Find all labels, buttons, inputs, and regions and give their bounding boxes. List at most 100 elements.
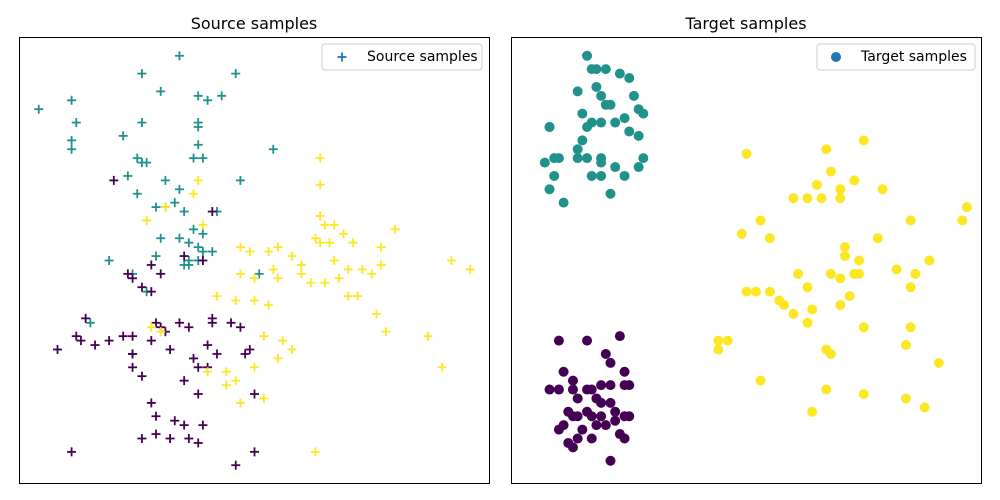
source-point-s2-48 xyxy=(259,331,269,341)
source-point-s1-41 xyxy=(250,389,259,399)
target-point-s1-4 xyxy=(605,357,616,368)
source-point-s2-27 xyxy=(250,273,259,283)
source-point-s2-49 xyxy=(278,336,288,346)
source-point-s2-29 xyxy=(264,300,274,310)
source-point-s1-50 xyxy=(151,429,161,439)
target-point-s0-35 xyxy=(544,184,555,195)
target-point-s0-4 xyxy=(614,68,625,79)
source-point-s1-31 xyxy=(203,340,213,350)
target-point-s2-21 xyxy=(924,255,935,266)
target-legend-circle-marker xyxy=(831,52,841,62)
source-point-s0-48 xyxy=(85,318,95,328)
source-point-s1-16 xyxy=(53,345,63,354)
target-point-s2-22 xyxy=(793,268,804,279)
source-point-s1-27 xyxy=(235,322,245,332)
source-point-s1-55 xyxy=(137,371,147,381)
source-point-s1-52 xyxy=(67,447,77,457)
source-point-s2-26 xyxy=(268,264,278,274)
source-point-s1-14 xyxy=(76,336,86,346)
target-point-s2-52 xyxy=(900,393,911,404)
source-point-s0-26 xyxy=(235,175,245,185)
target-point-s2-1 xyxy=(821,144,832,155)
source-point-s1-28 xyxy=(165,345,175,354)
target-point-s2-43 xyxy=(722,335,733,346)
target-point-s1-32 xyxy=(577,424,588,435)
source-point-s2-61 xyxy=(156,327,166,337)
target-point-s2-39 xyxy=(835,300,846,310)
source-point-s0-37 xyxy=(184,238,194,248)
target-point-s0-27 xyxy=(539,157,550,168)
source-point-s2-22 xyxy=(264,247,274,257)
target-point-s0-40 xyxy=(638,153,649,164)
target-point-s1-11 xyxy=(586,384,597,395)
target-point-s0-22 xyxy=(638,108,649,119)
source-point-s0-2 xyxy=(71,118,81,128)
target-point-s1-41 xyxy=(567,442,578,453)
target-point-s1-25 xyxy=(586,411,597,422)
target-point-s2-26 xyxy=(854,268,865,279)
source-point-s2-30 xyxy=(250,296,259,306)
target-point-s1-27 xyxy=(610,406,621,417)
source-point-s1-10 xyxy=(81,313,91,323)
source-point-s1-49 xyxy=(137,434,147,443)
source-point-s0-5 xyxy=(118,131,128,141)
target-point-s0-34 xyxy=(549,170,560,181)
target-legend-marker-shape xyxy=(831,52,841,62)
source-point-s2-35 xyxy=(343,291,353,301)
source-legend-plus-marker xyxy=(337,52,347,62)
target-point-s1-39 xyxy=(619,433,630,444)
target-point-s2-6 xyxy=(849,175,860,186)
source-point-s2-15 xyxy=(334,273,344,283)
target-point-s0-42 xyxy=(572,144,583,155)
source-point-s1-8 xyxy=(179,251,189,261)
target-point-s2-56 xyxy=(961,202,972,213)
source-point-s2-20 xyxy=(287,251,297,261)
source-legend-label: Source samples xyxy=(367,49,478,65)
source-point-s2-37 xyxy=(371,309,381,319)
target-point-s1-17 xyxy=(572,393,583,404)
target-point-s2-0 xyxy=(741,148,752,159)
source-point-s1-46 xyxy=(198,420,208,430)
target-samples-panel: Target samples Target samples xyxy=(511,14,982,484)
source-point-s0-7 xyxy=(137,69,147,79)
target-point-s0-31 xyxy=(610,162,621,173)
source-point-s2-43 xyxy=(189,189,199,199)
source-point-s1-15 xyxy=(90,340,100,350)
target-point-s1-8 xyxy=(553,384,564,395)
source-point-s0-27 xyxy=(268,144,278,154)
source-plot-frame xyxy=(19,37,490,484)
source-point-s1-39 xyxy=(179,376,189,386)
target-point-s1-6 xyxy=(567,375,578,386)
source-point-s2-9 xyxy=(348,238,358,248)
source-point-s2-60 xyxy=(146,322,156,332)
target-point-s0-37 xyxy=(605,188,616,199)
source-point-s0-31 xyxy=(179,207,189,217)
source-point-s1-2 xyxy=(123,269,133,279)
target-point-s1-35 xyxy=(610,415,621,426)
target-point-s2-38 xyxy=(807,304,818,315)
target-point-s2-9 xyxy=(802,193,813,204)
target-point-s1-42 xyxy=(605,455,616,466)
source-point-s0-15 xyxy=(193,118,203,128)
target-point-s0-5 xyxy=(624,73,635,84)
source-point-s2-54 xyxy=(231,376,241,386)
target-point-s2-24 xyxy=(835,273,846,284)
source-point-s2-13 xyxy=(329,256,339,265)
source-point-s0-35 xyxy=(156,233,166,243)
target-point-s1-37 xyxy=(586,433,597,444)
target-point-s2-5 xyxy=(835,184,846,195)
target-point-s2-11 xyxy=(788,193,799,204)
target-point-s2-55 xyxy=(933,357,944,368)
source-point-s2-28 xyxy=(273,273,283,283)
source-point-s1-11 xyxy=(104,336,114,346)
target-point-s0-19 xyxy=(619,113,630,124)
target-points xyxy=(539,50,972,466)
target-legend-label: Target samples xyxy=(860,49,967,65)
source-point-s0-38 xyxy=(193,242,203,252)
source-point-s2-52 xyxy=(250,362,259,372)
source-point-s2-58 xyxy=(259,393,269,403)
target-point-s0-26 xyxy=(553,153,564,164)
target-point-s2-48 xyxy=(900,340,911,351)
source-point-s2-50 xyxy=(287,345,297,354)
